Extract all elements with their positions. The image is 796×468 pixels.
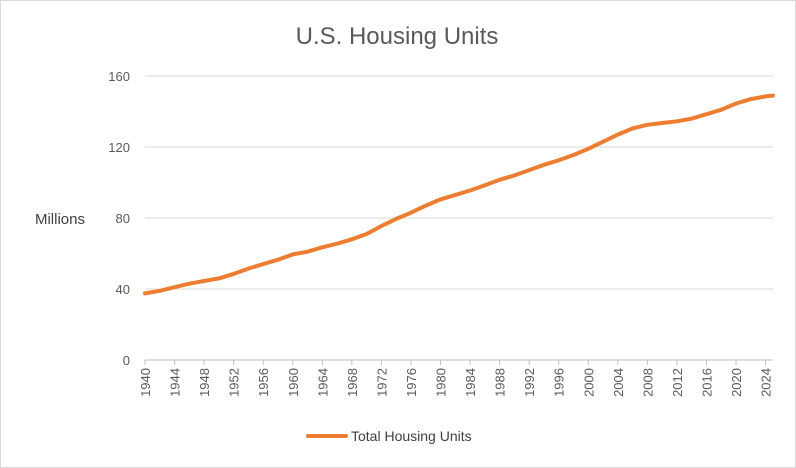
y-tick-label: 120 bbox=[108, 140, 130, 155]
data-point bbox=[512, 173, 517, 177]
series-line-total-housing-units bbox=[143, 93, 775, 296]
data-point bbox=[571, 153, 576, 157]
data-point bbox=[365, 232, 369, 236]
data-point bbox=[143, 291, 147, 296]
data-point bbox=[557, 158, 561, 162]
y-tick-label: 40 bbox=[116, 282, 130, 297]
y-tick-label: 160 bbox=[108, 69, 130, 84]
data-point bbox=[276, 258, 280, 262]
data-point bbox=[704, 112, 709, 116]
x-tick-label: 1960 bbox=[286, 368, 301, 397]
series-group bbox=[143, 93, 775, 296]
x-tick-label: 1988 bbox=[493, 368, 508, 397]
data-point bbox=[719, 108, 723, 112]
data-point bbox=[468, 188, 472, 193]
data-point bbox=[586, 147, 590, 151]
data-point bbox=[771, 93, 775, 98]
data-point bbox=[202, 279, 206, 283]
y-tick-label: 80 bbox=[116, 211, 130, 226]
data-point bbox=[335, 242, 339, 246]
data-point bbox=[305, 250, 310, 254]
data-point bbox=[645, 123, 650, 127]
x-tick-label: 1956 bbox=[256, 368, 271, 397]
x-tick-label: 1984 bbox=[463, 368, 478, 397]
data-point bbox=[660, 121, 664, 125]
data-point bbox=[675, 119, 679, 123]
y-tick-label: 0 bbox=[123, 353, 130, 368]
data-point bbox=[379, 224, 384, 228]
x-tick-label: 2020 bbox=[729, 368, 744, 397]
x-tick-label: 1976 bbox=[404, 368, 419, 397]
x-tick-label: 1964 bbox=[315, 368, 330, 397]
x-tick-label: 1992 bbox=[522, 368, 537, 397]
data-point bbox=[158, 289, 162, 293]
data-point bbox=[350, 237, 354, 241]
x-tick-label: 2012 bbox=[670, 368, 685, 397]
x-tick-label: 1968 bbox=[345, 368, 360, 397]
data-point bbox=[764, 94, 768, 99]
data-point bbox=[601, 140, 605, 144]
data-point bbox=[320, 245, 324, 249]
gridlines bbox=[145, 75, 773, 361]
data-point bbox=[394, 217, 398, 221]
x-tick-label: 1996 bbox=[552, 368, 567, 397]
legend: Total Housing Units bbox=[306, 428, 472, 444]
x-tick-label: 1980 bbox=[434, 368, 449, 397]
data-point bbox=[187, 282, 191, 286]
x-tick-labels: 1940 1944 1948 1952 1956 1960 1964 1968 1972 1976… bbox=[138, 360, 774, 397]
x-tick-label: 2016 bbox=[700, 368, 715, 397]
data-point bbox=[749, 97, 753, 101]
chart-title: U.S. Housing Units bbox=[296, 23, 499, 50]
data-point bbox=[261, 262, 265, 266]
data-point bbox=[631, 126, 635, 130]
y-tick-labels: 0 40 80 120 160 bbox=[108, 69, 130, 368]
data-point bbox=[246, 266, 251, 271]
data-point bbox=[409, 211, 413, 215]
x-tick-label: 2004 bbox=[611, 368, 626, 397]
data-point bbox=[453, 193, 457, 197]
x-tick-label: 1944 bbox=[168, 368, 183, 397]
x-tick-label: 2008 bbox=[640, 368, 655, 397]
x-tick-label: 1972 bbox=[374, 368, 389, 397]
x-tick-label: 2024 bbox=[759, 368, 774, 397]
data-point bbox=[291, 252, 295, 256]
data-point bbox=[616, 132, 620, 137]
data-point bbox=[498, 178, 502, 182]
x-tick-label: 1952 bbox=[227, 368, 242, 397]
data-point bbox=[527, 168, 531, 172]
x-tick-label: 1948 bbox=[197, 368, 212, 397]
data-point bbox=[424, 203, 428, 208]
data-point bbox=[232, 272, 236, 276]
data-point bbox=[690, 117, 694, 121]
y-axis-label: Millions bbox=[35, 211, 85, 228]
data-point bbox=[483, 183, 487, 187]
data-point bbox=[542, 163, 546, 167]
x-tick-label: 1940 bbox=[138, 368, 153, 397]
legend-label: Total Housing Units bbox=[351, 428, 472, 444]
data-point bbox=[217, 276, 221, 280]
data-point bbox=[172, 285, 177, 289]
data-point bbox=[734, 101, 738, 106]
data-point bbox=[438, 197, 443, 201]
x-tick-label: 2000 bbox=[581, 368, 596, 397]
